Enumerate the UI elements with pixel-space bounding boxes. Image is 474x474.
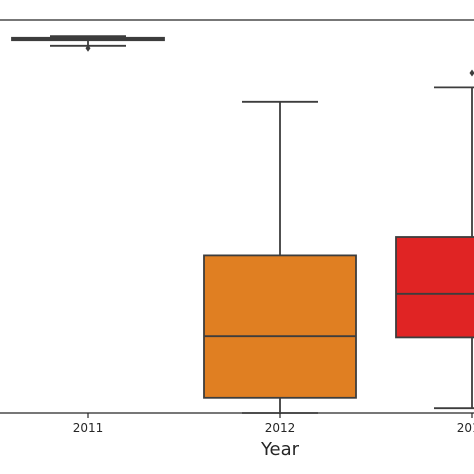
x-tick-label: 2011 xyxy=(73,421,104,435)
x-tick-label: 2013 xyxy=(457,421,474,435)
box-2011 xyxy=(11,35,165,52)
iqr-box xyxy=(203,254,357,399)
box-series xyxy=(11,35,474,414)
iqr-box xyxy=(395,236,474,339)
x-tick-label: 2012 xyxy=(265,421,296,435)
axes-frame xyxy=(0,19,474,414)
box-2013 xyxy=(395,69,474,410)
x-axis-label: Year xyxy=(260,439,300,460)
outlier-point xyxy=(469,69,474,77)
box-2012 xyxy=(203,100,357,414)
x-axis-ticks: 2011 2012 2013 xyxy=(73,413,474,435)
outlier-point xyxy=(85,44,91,52)
